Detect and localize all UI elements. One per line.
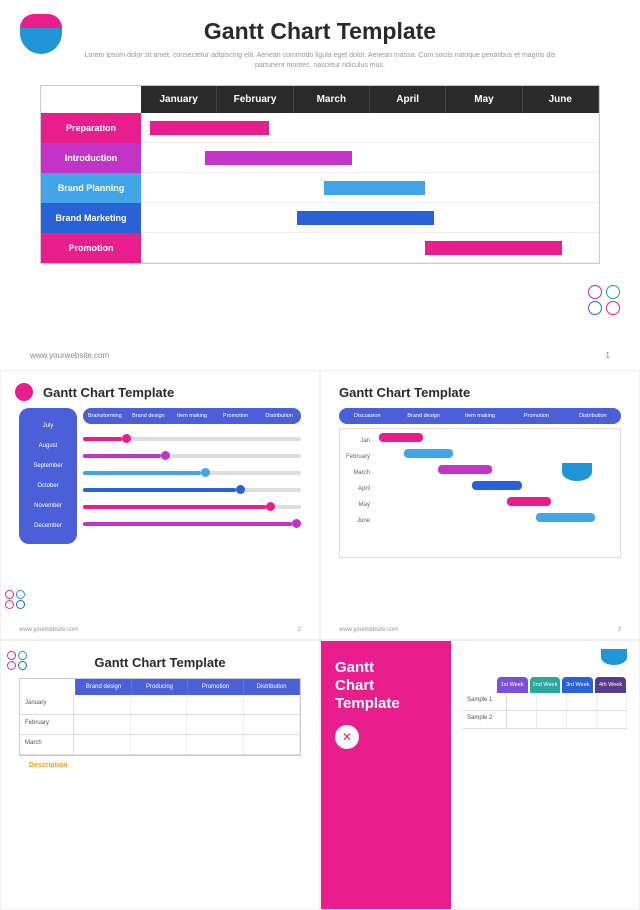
gantt-chart: JanuaryFebruaryMarchAprilMayJune Prepara… bbox=[40, 85, 600, 264]
thumb-title: Gantt Chart Template bbox=[339, 385, 621, 400]
gantt-bar bbox=[150, 121, 269, 135]
expand-icon: ✕ bbox=[335, 725, 359, 749]
month-header: May bbox=[446, 86, 522, 113]
gantt-bar bbox=[425, 241, 562, 255]
badge-icon bbox=[15, 383, 33, 401]
main-title: Gantt Chart Template bbox=[30, 18, 610, 45]
thumb-slide-5: GanttChartTemplate ✕ 1st Week2nd Week3rd… bbox=[320, 640, 640, 910]
gantt-header: JanuaryFebruaryMarchAprilMayJune bbox=[41, 86, 599, 113]
gantt-row: Brand Planning bbox=[41, 173, 599, 203]
thumb-title: GanttChartTemplate bbox=[335, 659, 437, 713]
brand-logo bbox=[20, 14, 62, 56]
thumb-slide-4: Gantt Chart Template Brand designProduci… bbox=[0, 640, 320, 910]
month-header: January bbox=[141, 86, 217, 113]
gantt-bar bbox=[404, 449, 453, 458]
progress-chart: BrainstormingBrand designItem makingProm… bbox=[83, 408, 301, 544]
gantt-row: Preparation bbox=[41, 113, 599, 143]
footer-url: www.yourwebsite.com bbox=[30, 351, 109, 360]
thumb-title: Gantt Chart Template bbox=[43, 385, 301, 400]
row-label: Brand Planning bbox=[41, 173, 141, 203]
month-sidebar: JulyAugustSeptemberOctoberNovemberDecemb… bbox=[19, 408, 77, 544]
slide-footer: www.yourwebsite.com 1 bbox=[30, 351, 610, 360]
gantt-bar bbox=[297, 211, 434, 225]
gantt-table: Brand designProducingPromotionDistributi… bbox=[19, 678, 301, 756]
gantt-row: Introduction bbox=[41, 143, 599, 173]
main-gantt-slide: Gantt Chart Template Lorem ipsum dolor s… bbox=[0, 0, 640, 370]
thumb-slide-2: Gantt Chart Template JulyAugustSeptember… bbox=[0, 370, 320, 640]
row-label: Introduction bbox=[41, 143, 141, 173]
description-label: Description bbox=[29, 762, 301, 769]
gantt-bar bbox=[205, 151, 352, 165]
gantt-area: JanFebruaryMarchAprilMayJune bbox=[339, 428, 621, 558]
thumb-title: Gantt Chart Template bbox=[19, 655, 301, 670]
gantt-bar bbox=[507, 497, 551, 506]
month-header: March bbox=[294, 86, 370, 113]
gantt-bar bbox=[536, 513, 595, 522]
thumbnail-grid: Gantt Chart Template JulyAugustSeptember… bbox=[0, 370, 640, 910]
gantt-bar bbox=[438, 465, 492, 474]
gantt-row: Promotion bbox=[41, 233, 599, 263]
thumb-slide-3: Gantt Chart Template DiscussionBrand des… bbox=[320, 370, 640, 640]
month-header: June bbox=[523, 86, 599, 113]
month-header: February bbox=[217, 86, 293, 113]
gantt-row: Brand Marketing bbox=[41, 203, 599, 233]
deco-circles bbox=[5, 590, 26, 609]
row-label: Promotion bbox=[41, 233, 141, 263]
deco-circles bbox=[7, 651, 28, 670]
brand-logo bbox=[601, 649, 627, 675]
gantt-bar bbox=[324, 181, 425, 195]
month-header: April bbox=[370, 86, 446, 113]
title-panel: GanttChartTemplate ✕ bbox=[321, 641, 451, 909]
row-label: Preparation bbox=[41, 113, 141, 143]
page-number: 1 bbox=[606, 351, 610, 360]
sample-rows: Sample 1Sample 2 bbox=[463, 693, 627, 729]
phase-header: DiscussionBrand designItem makingPromoti… bbox=[339, 408, 621, 424]
decorative-circles bbox=[588, 285, 622, 315]
week-header: 1st Week2nd Week3rd Week4th Week bbox=[463, 677, 627, 693]
row-label: Brand Marketing bbox=[41, 203, 141, 233]
main-subtitle: Lorem ipsum dolor sit amet, consectetur … bbox=[80, 51, 560, 71]
gantt-bar bbox=[379, 433, 423, 442]
gantt-bar bbox=[472, 481, 521, 490]
